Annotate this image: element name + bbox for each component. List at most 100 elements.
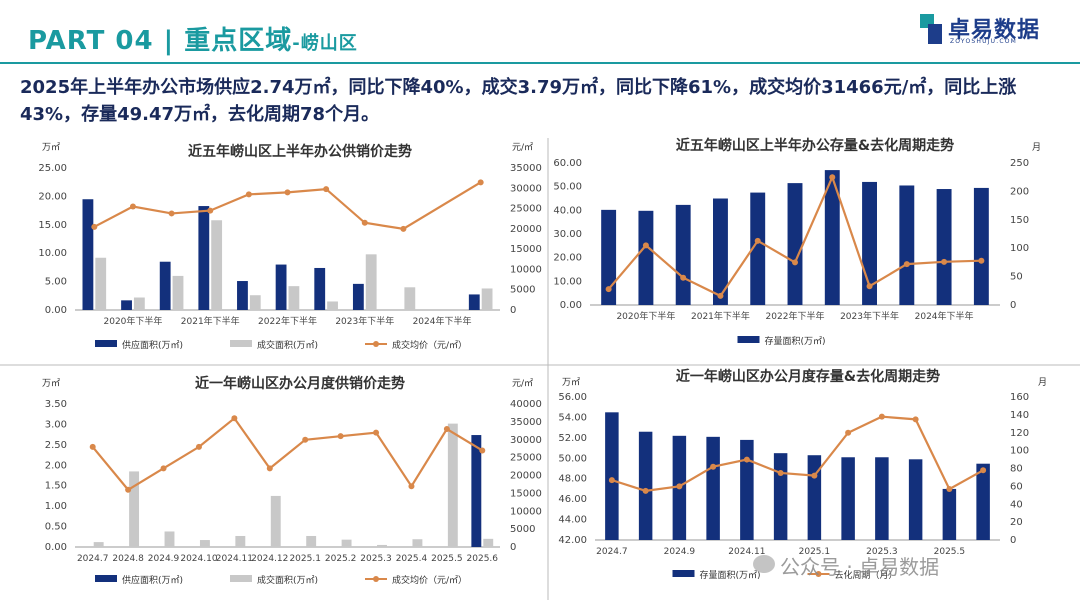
legend-swatch-bar <box>95 575 117 582</box>
y-right-tick: 35000 <box>510 417 542 428</box>
x-tick: 2024.8 <box>112 554 144 564</box>
y-right-tick: 140 <box>1010 410 1029 421</box>
y-left-tick: 46.00 <box>558 494 587 505</box>
line-point <box>642 242 649 249</box>
line-point <box>207 207 214 214</box>
x-tick: 2024.12 <box>251 554 288 564</box>
bar-primary <box>159 261 171 310</box>
line-point <box>337 433 344 440</box>
bar-primary <box>601 209 617 305</box>
line-point <box>477 179 484 186</box>
bar-secondary <box>93 542 104 547</box>
line-point <box>912 416 919 423</box>
bar-primary <box>787 183 803 305</box>
bar-secondary <box>270 495 281 547</box>
part-label: PART 04 | <box>28 26 185 56</box>
bar-secondary <box>199 540 210 547</box>
x-tick: 2021年下半年 <box>691 310 750 322</box>
chart-title: 近一年崂山区办公月度存量&去化周期走势 <box>676 368 940 385</box>
bar-secondary <box>129 471 140 547</box>
bar-primary <box>936 189 952 305</box>
logo-icon <box>920 14 942 44</box>
header-divider <box>0 62 1080 64</box>
y-right-tick: 10000 <box>510 506 542 517</box>
bar-primary <box>198 206 210 310</box>
y-left-tick: 48.00 <box>558 474 587 485</box>
x-tick: 2025.5 <box>431 554 463 564</box>
y-right-tick: 5000 <box>510 524 535 535</box>
bar-secondary <box>249 295 261 310</box>
legend-swatch-bar <box>737 336 760 343</box>
line-point <box>608 477 615 484</box>
bar-secondary <box>288 286 300 310</box>
y-left-tick: 10.00 <box>38 248 67 259</box>
y-left-tick: 54.00 <box>558 412 587 423</box>
y-right-tick: 80 <box>1010 464 1023 475</box>
bar-primary <box>275 264 287 310</box>
y-right-tick: 150 <box>1010 215 1029 226</box>
line-point <box>903 261 910 268</box>
legend-swatch-dot <box>373 341 379 347</box>
legend-label: 成交均价（元/㎡） <box>392 339 467 351</box>
summary-text: 2025年上半年办公市场供应2.74万㎡，同比下降40%，成交3.79万㎡，同比… <box>20 77 1017 125</box>
line-point <box>680 274 687 281</box>
bar-secondary <box>164 531 175 547</box>
bar-primary <box>314 267 326 310</box>
line-point <box>89 443 96 450</box>
y-right-tick: 120 <box>1010 428 1029 439</box>
x-tick: 2025.3 <box>866 547 898 557</box>
y-left-tick: 3.50 <box>45 399 67 410</box>
bar-secondary <box>341 539 352 547</box>
line-point <box>302 436 309 443</box>
legend-label: 供应面积(万㎡) <box>122 574 183 586</box>
y-right-tick: 20 <box>1010 517 1023 528</box>
line-point <box>978 257 985 264</box>
y-left-tick: 3.00 <box>45 419 67 430</box>
line-point <box>777 469 784 476</box>
line-point <box>408 483 415 490</box>
y-right-tick: 200 <box>1010 186 1029 197</box>
page-title: PART 04 | 重点区域-崂山区 <box>28 20 358 57</box>
bar-primary <box>121 300 132 310</box>
bar-primary <box>976 463 990 540</box>
line-point <box>373 429 380 436</box>
line-point <box>829 174 836 181</box>
line-point <box>941 258 948 265</box>
bar-primary <box>908 459 923 540</box>
line-point <box>91 223 98 230</box>
y-right-tick: 15000 <box>510 488 542 499</box>
y-right-tick: 60 <box>1010 481 1023 492</box>
line-point <box>266 465 273 472</box>
line-point <box>168 210 175 217</box>
x-tick: 2025.1 <box>289 554 321 564</box>
x-tick: 2025.2 <box>325 554 357 564</box>
y-right-unit: 月 <box>1038 377 1047 388</box>
y-right-tick: 0 <box>510 305 516 316</box>
line-point <box>676 483 683 490</box>
bar-primary <box>740 439 754 540</box>
chart-title: 近五年崂山区上半年办公存量&去化周期走势 <box>676 137 954 154</box>
y-right-tick: 30000 <box>510 183 542 194</box>
y-left-tick: 0.00 <box>45 542 67 553</box>
series-line <box>93 181 482 231</box>
line-point <box>980 467 987 474</box>
x-tick: 2024年下半年 <box>915 310 974 322</box>
line-point <box>605 286 612 293</box>
line-point <box>743 456 750 463</box>
bar-primary <box>82 199 94 310</box>
y-left-tick: 20.00 <box>38 191 67 202</box>
y-right-tick: 50 <box>1010 272 1023 283</box>
y-right-tick: 25000 <box>510 453 542 464</box>
y-right-tick: 40000 <box>510 399 542 410</box>
line-point <box>443 426 450 433</box>
legend-label: 成交面积(万㎡) <box>257 574 318 586</box>
bar-primary <box>706 436 720 540</box>
bar-primary <box>675 204 691 305</box>
y-right-tick: 0 <box>1010 300 1016 311</box>
bar-secondary <box>412 539 423 547</box>
bar-secondary <box>133 297 145 310</box>
chart-title: 近五年崂山区上半年办公供销价走势 <box>188 143 412 160</box>
bar-primary <box>468 294 480 310</box>
y-right-unit: 月 <box>1032 142 1041 153</box>
legend-label: 成交均价（元/㎡） <box>392 574 467 586</box>
